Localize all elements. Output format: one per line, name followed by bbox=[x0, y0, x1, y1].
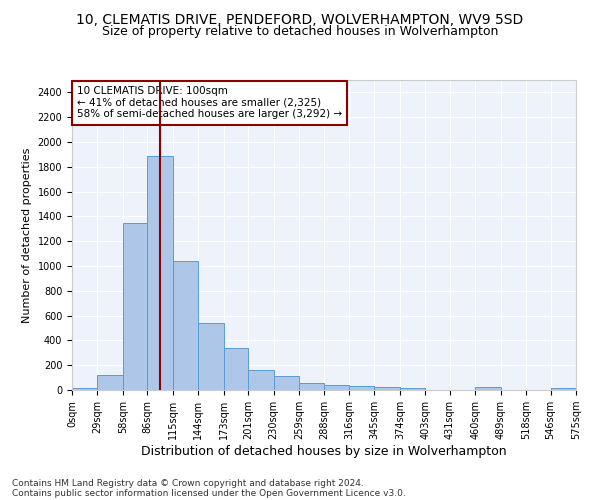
Bar bbox=[198, 323, 224, 390]
Text: Size of property relative to detached houses in Wolverhampton: Size of property relative to detached ho… bbox=[102, 25, 498, 38]
Bar bbox=[123, 222, 148, 390]
X-axis label: Distribution of detached houses by size in Wolverhampton: Distribution of detached houses by size … bbox=[141, 445, 507, 458]
Bar bbox=[224, 348, 248, 390]
Bar bbox=[248, 370, 274, 390]
Bar bbox=[551, 388, 576, 390]
Bar bbox=[400, 388, 425, 390]
Bar bbox=[475, 387, 500, 390]
Bar bbox=[173, 261, 198, 390]
Bar bbox=[325, 385, 349, 390]
Bar bbox=[72, 388, 97, 390]
Y-axis label: Number of detached properties: Number of detached properties bbox=[22, 148, 32, 322]
Text: 10, CLEMATIS DRIVE, PENDEFORD, WOLVERHAMPTON, WV9 5SD: 10, CLEMATIS DRIVE, PENDEFORD, WOLVERHAM… bbox=[76, 12, 524, 26]
Text: Contains HM Land Registry data © Crown copyright and database right 2024.: Contains HM Land Registry data © Crown c… bbox=[12, 478, 364, 488]
Bar bbox=[299, 382, 325, 390]
Text: Contains public sector information licensed under the Open Government Licence v3: Contains public sector information licen… bbox=[12, 488, 406, 498]
Text: 10 CLEMATIS DRIVE: 100sqm
← 41% of detached houses are smaller (2,325)
58% of se: 10 CLEMATIS DRIVE: 100sqm ← 41% of detac… bbox=[77, 86, 342, 120]
Bar bbox=[349, 386, 374, 390]
Bar bbox=[148, 156, 173, 390]
Bar bbox=[274, 376, 299, 390]
Bar bbox=[97, 374, 123, 390]
Bar bbox=[374, 387, 400, 390]
